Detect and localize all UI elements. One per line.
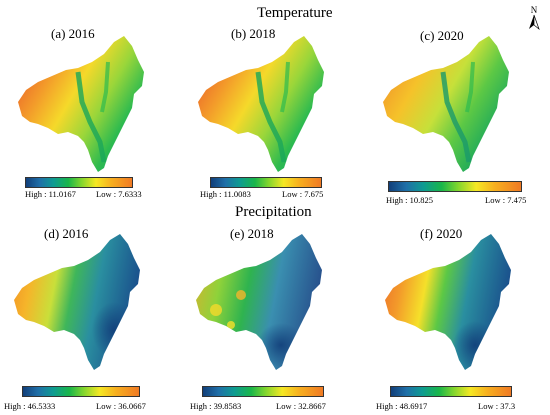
colorbar-temperature-2020 (388, 181, 522, 192)
panel-label-a: (a) 2016 (51, 26, 95, 41)
temperature-title: Temperature (257, 5, 333, 21)
panel-label-c: (c) 2020 (420, 28, 464, 43)
map-precipitation-2016 (14, 234, 140, 370)
colorbar-temperature-2016 (25, 177, 133, 188)
north-label: N (531, 5, 538, 15)
legend-low-e: Low : 32.8667 (276, 401, 326, 411)
legend-high-a: High : 11.0167 (25, 189, 76, 199)
panel-label-e: (e) 2018 (230, 226, 274, 241)
legend-low-c: Low : 7.475 (485, 195, 527, 205)
legend-high-f: High : 48.6917 (376, 401, 428, 411)
panel-label-f: (f) 2020 (420, 226, 463, 241)
panel-label-d: (d) 2016 (44, 226, 89, 241)
legend-high-d: High : 46.5333 (4, 401, 56, 411)
colorbar-precipitation-2020 (390, 386, 512, 397)
precipitation-title: Precipitation (235, 204, 312, 220)
north-arrow-icon: N (529, 5, 540, 30)
colorbar-precipitation-2018 (202, 386, 324, 397)
map-temperature-2020 (383, 36, 509, 172)
map-temperature-2016 (18, 36, 144, 172)
legend-high-e: High : 39.8583 (190, 401, 242, 411)
legend-low-d: Low : 36.0667 (96, 401, 146, 411)
panel-label-b: (b) 2018 (231, 26, 276, 41)
colorbar-precipitation-2016 (22, 386, 140, 397)
legend-high-b: High : 11.0083 (200, 189, 251, 199)
map-temperature-2018 (198, 36, 324, 172)
legend-high-c: High : 10.825 (386, 195, 433, 205)
legend-low-b: Low : 7.675 (282, 189, 324, 199)
legend-low-a: Low : 7.6333 (96, 189, 142, 199)
colorbar-temperature-2018 (210, 177, 322, 188)
map-precipitation-2020 (385, 234, 511, 370)
legend-low-f: Low : 37.3 (478, 401, 516, 411)
map-precipitation-2018 (196, 234, 322, 370)
